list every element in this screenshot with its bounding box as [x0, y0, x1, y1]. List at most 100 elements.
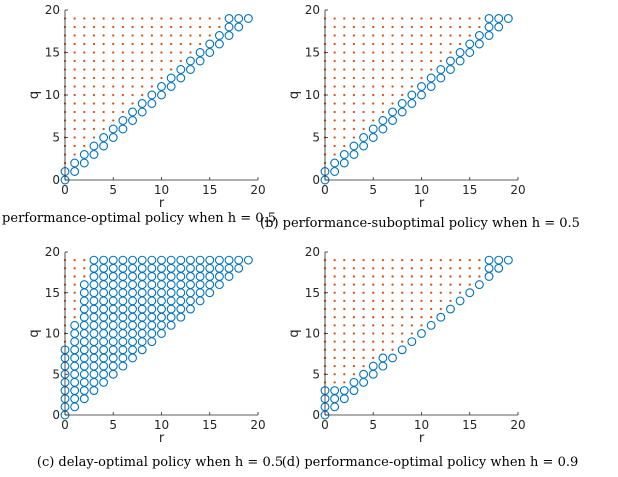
no-action-dot-point	[343, 119, 346, 122]
action-circle-point	[214, 31, 224, 40]
action-circle-point	[186, 304, 195, 314]
no-action-dot-point	[362, 17, 365, 20]
no-action-dot-point	[121, 42, 125, 46]
action-circle-point	[339, 150, 349, 159]
action-circle-point	[70, 394, 80, 404]
no-action-dot-point	[362, 25, 365, 29]
no-action-dot-point	[73, 68, 76, 71]
no-action-dot-point	[391, 259, 394, 262]
action-circle-point	[436, 65, 446, 74]
no-action-dot-point	[102, 119, 105, 122]
no-action-dot-point	[150, 59, 154, 63]
action-circle-point	[195, 48, 205, 57]
no-action-dot-point	[420, 299, 423, 303]
action-circle-point	[108, 280, 118, 290]
no-action-dot-point	[420, 59, 423, 63]
no-action-dot-point	[420, 259, 423, 262]
action-circle-point	[99, 141, 109, 151]
x-tick-label: 15	[202, 183, 217, 197]
action-circle-point	[195, 296, 205, 306]
action-circle-point	[147, 304, 157, 314]
no-action-dot-point	[343, 42, 346, 46]
y-tick-label: 10	[45, 88, 60, 102]
no-action-dot-point	[362, 59, 365, 63]
no-action-dot-point	[112, 17, 115, 20]
no-action-dot-point	[468, 267, 471, 270]
no-action-dot-point	[381, 267, 385, 270]
no-action-dot-point	[198, 34, 202, 37]
action-circle-point	[176, 304, 186, 314]
action-circle-point	[89, 329, 99, 338]
action-circle-point	[79, 312, 89, 322]
no-action-dot-point	[343, 51, 346, 54]
no-action-dot-point	[189, 42, 192, 46]
no-action-dot-point	[410, 316, 413, 319]
no-action-dot-point	[160, 25, 163, 29]
no-action-dot-point	[439, 291, 442, 294]
no-action-dot-point	[352, 59, 356, 63]
no-action-dot-point	[179, 17, 182, 20]
action-circle-point	[465, 39, 475, 49]
action-circle-point	[147, 280, 157, 290]
no-action-dot-point	[362, 76, 365, 80]
no-action-dot-point	[458, 17, 462, 20]
no-action-dot-point	[372, 348, 375, 351]
x-tick-label: 0	[61, 183, 69, 197]
no-action-dot-point	[102, 110, 105, 114]
no-action-dot-point	[73, 127, 76, 131]
action-circle-point	[118, 329, 128, 338]
no-action-dot-point	[410, 51, 413, 54]
no-action-dot-point	[410, 68, 413, 71]
action-circle-point	[108, 361, 118, 371]
no-action-dot-point	[83, 136, 86, 139]
y-tick-label: 0	[312, 408, 320, 422]
y-axis-label: q	[287, 329, 302, 337]
action-circle-point	[166, 296, 176, 306]
no-action-dot-point	[401, 59, 404, 63]
no-action-dot-point	[141, 34, 144, 37]
no-action-dot-point	[73, 76, 76, 80]
no-action-dot-point	[352, 34, 356, 37]
no-action-dot-point	[449, 283, 452, 286]
no-action-dot-point	[102, 42, 105, 46]
action-circle-point	[118, 288, 128, 298]
no-action-dot-point	[401, 275, 404, 278]
no-action-dot-point	[372, 340, 375, 343]
no-action-dot-point	[420, 34, 423, 37]
no-action-dot-point	[333, 324, 336, 327]
no-action-dot-point	[420, 17, 423, 20]
y-tick-label: 10	[305, 88, 320, 102]
action-circle-point	[147, 288, 157, 298]
no-action-dot-point	[352, 76, 356, 80]
no-action-dot-point	[73, 93, 76, 97]
action-circle-point	[118, 255, 128, 265]
no-action-dot-point	[458, 267, 462, 270]
action-circle-point	[89, 377, 99, 387]
action-circle-point	[484, 263, 494, 273]
no-action-dot-point	[131, 93, 134, 97]
action-circle-point	[166, 304, 176, 314]
no-action-dot-point	[468, 259, 471, 262]
action-circle-point	[89, 361, 99, 371]
no-action-dot-point	[372, 307, 375, 311]
no-action-dot-point	[362, 85, 365, 88]
action-circle-point	[147, 90, 157, 100]
no-action-dot-point	[362, 291, 365, 294]
no-action-dot-point	[420, 267, 423, 270]
panel-caption: (a) performance-optimal policy when h = …	[0, 211, 276, 226]
no-action-dot-point	[131, 51, 134, 54]
action-circle-point	[70, 158, 80, 168]
action-circle-point	[128, 353, 138, 363]
y-tick-label: 20	[45, 245, 60, 259]
action-circle-point	[79, 353, 89, 363]
no-action-dot-point	[343, 299, 346, 303]
no-action-dot-point	[121, 34, 125, 37]
action-circle-point	[166, 263, 176, 273]
no-action-dot-point	[458, 25, 462, 29]
no-action-dot-point	[83, 51, 86, 54]
no-action-dot-point	[362, 68, 365, 71]
no-action-dot-point	[372, 42, 375, 46]
action-circle-point	[446, 304, 455, 314]
scatter-points	[320, 14, 513, 185]
no-action-dot-point	[208, 25, 211, 29]
